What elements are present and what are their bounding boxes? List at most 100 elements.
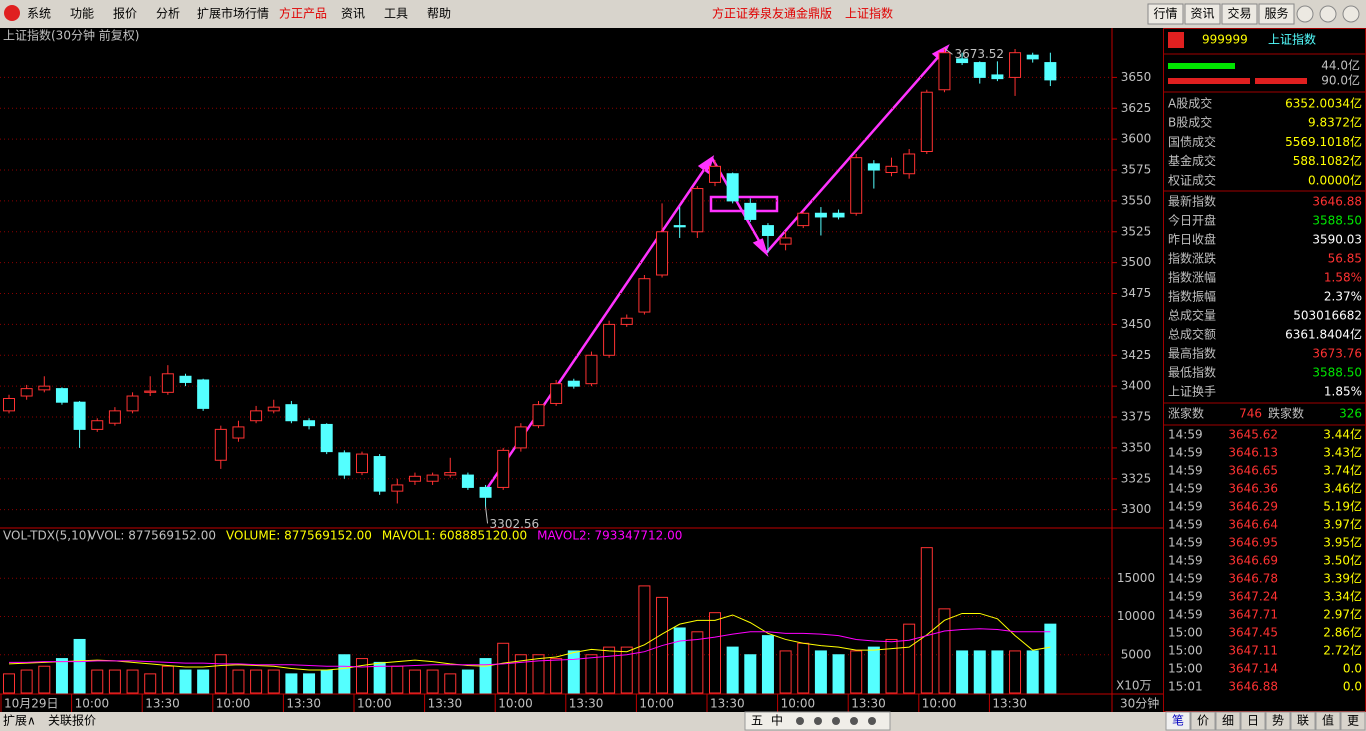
volume-bar [797,642,810,694]
menu-item[interactable]: 工具 [384,7,408,21]
volume-bar [850,650,863,694]
x-tick-label: 10:00 [781,697,816,711]
menu-item[interactable]: 系统 [27,7,51,21]
y-tick-label: 3375 [1121,410,1152,424]
quote-label: 昨日收盘 [1168,232,1216,247]
candle-body [1009,52,1022,78]
panel-tab-label[interactable]: 更 [1347,714,1359,728]
volume-bar [320,669,333,694]
menu-button-label[interactable]: 交易 [1227,6,1251,21]
menu-item[interactable]: 方正产品 [279,6,327,21]
tick-volume: 5.19亿 [1323,499,1362,514]
breadth-label: 涨家数 [1168,406,1204,421]
volume-legend: VOLUME: 877569152.00 [226,529,372,543]
menu-button-label[interactable]: 行情 [1153,7,1177,21]
panel-tab-label[interactable]: 笔 [1172,713,1184,728]
candle-body [726,173,739,202]
quote-value: 503016682 [1293,309,1362,323]
y-tick-label: 3650 [1121,70,1152,84]
panel-tab[interactable] [1215,711,1241,731]
tick-volume: 3.74亿 [1323,463,1362,478]
tick-price: 3646.64 [1228,518,1278,532]
volume-bar [691,631,704,694]
volume-bar [867,646,880,694]
tick-volume: 3.44亿 [1323,427,1362,442]
panel-tab[interactable] [1315,711,1341,731]
toolbar-icon[interactable] [814,717,822,725]
menu-item[interactable]: 资讯 [341,7,365,21]
x-tick-label: 10:00 [357,697,392,711]
panel-tab[interactable] [1190,711,1216,731]
tick-time: 14:59 [1168,482,1203,496]
volume-bar [832,654,845,694]
quote-value: 3588.50 [1312,214,1362,228]
volume-bar [3,673,15,694]
panel-tab[interactable] [1240,711,1266,731]
candle-body [338,452,351,476]
panel-tab-label[interactable]: 联 [1297,714,1309,728]
sell-volume-bar [1168,78,1250,84]
y-tick-label: 3475 [1121,286,1152,300]
candle-body [320,423,333,453]
x-tick-label: 13:30 [992,697,1027,711]
tick-volume: 3.46亿 [1323,481,1362,496]
menu-item[interactable]: 报价 [113,6,137,21]
window-control[interactable] [1342,5,1360,23]
toolbar-button[interactable]: 中 [771,713,783,728]
candle-body [867,163,880,171]
panel-tab-label[interactable]: 值 [1322,713,1334,728]
quote-label: 国债成交 [1168,134,1216,149]
panel-tab[interactable] [1165,711,1191,731]
panel-tab-label[interactable]: 价 [1197,714,1209,728]
toolbar-icon[interactable] [868,717,876,725]
menu-button[interactable] [1184,3,1221,25]
menu-item[interactable]: 功能 [70,7,94,21]
tick-time: 14:59 [1168,518,1203,532]
volume-bar [303,673,316,694]
panel-tab[interactable] [1265,711,1291,731]
quote-value: 3588.50 [1312,366,1362,380]
menu-button[interactable] [1221,3,1258,25]
volume-bar [356,658,368,694]
window-control[interactable] [1296,5,1314,23]
toolbar-icon[interactable] [832,717,840,725]
footer-tab[interactable]: 关联报价 [48,713,96,728]
volume-bar [1026,650,1039,694]
tick-time: 14:59 [1168,590,1203,604]
menu-item[interactable]: 扩展市场行情 [197,6,269,21]
panel-tab-label[interactable]: 细 [1222,714,1234,728]
candle-body [691,188,704,233]
quote-value: 6352.0034亿 [1285,96,1362,111]
panel-tab[interactable] [1290,711,1316,731]
menu-button-label[interactable]: 资讯 [1190,7,1214,21]
tick-time: 14:59 [1168,464,1203,478]
toolbar-icon[interactable] [796,717,804,725]
menu-button[interactable] [1258,3,1295,25]
menu-button-label[interactable]: 服务 [1264,6,1288,21]
candle-body [373,456,386,492]
tick-price: 3646.65 [1228,464,1278,478]
toolbar-button[interactable]: 五 [751,714,763,728]
menu-item[interactable]: 分析 [156,7,180,21]
toolbar-icon[interactable] [850,717,858,725]
window-control[interactable] [1319,5,1337,23]
panel-tab-label[interactable]: 势 [1272,714,1284,728]
volume-bar [391,665,404,694]
panel-tab[interactable] [1340,711,1366,731]
menu-button[interactable] [1147,3,1184,25]
y-tick-label: 3625 [1121,101,1152,115]
y-tick-label: 3300 [1121,502,1152,516]
volume-unit: X10万 [1116,679,1152,693]
volume-bar [126,669,139,694]
arrow-head [752,238,769,257]
volume-bar [267,669,280,694]
x-tick-label: 13:30 [569,697,604,711]
quote-value: 1.58% [1324,271,1362,285]
panel-tab-label[interactable]: 日 [1247,714,1259,728]
candle-body [73,401,86,430]
menu-item[interactable]: 帮助 [427,7,451,21]
candle-body [108,410,121,424]
footer-tab[interactable]: 扩展∧ [3,714,36,728]
code-badge [1168,32,1184,48]
tick-time: 14:59 [1168,554,1203,568]
